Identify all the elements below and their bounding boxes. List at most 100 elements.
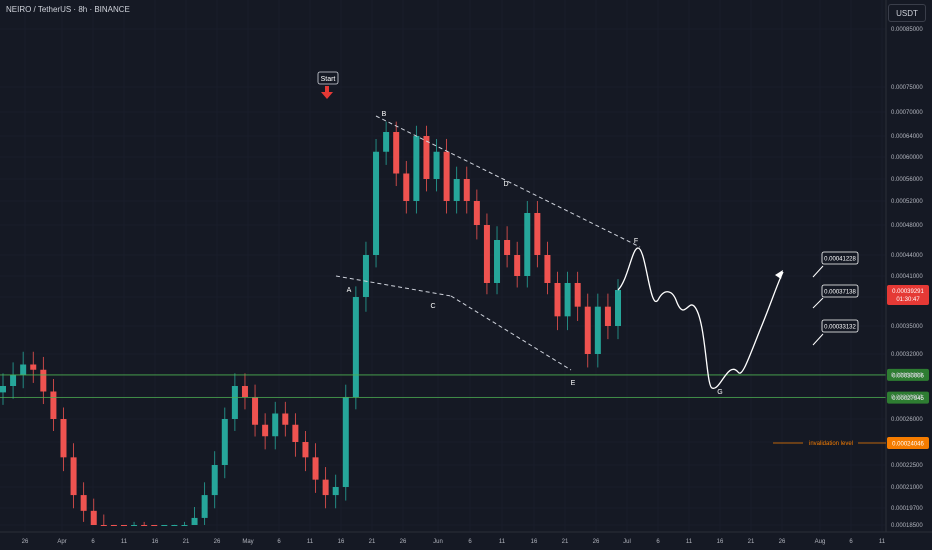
price-tick-label: 0.00070000 [891,110,923,116]
candle-body [594,306,601,354]
price-tick-label: 0.00035000 [891,324,923,330]
candle-body [171,525,178,526]
target-boxes: 0.00041228 0.00037138 0.00033132 [821,251,859,333]
invalidation-value: 0.00024046 [892,442,924,448]
wave-label-f: F [634,238,638,245]
chart-title: NEIRO / TetherUS · 8h · BINANCE [6,5,130,14]
candle-body [70,457,77,496]
candle-body [40,369,47,392]
current-price-value: 0.00039291 [892,289,924,295]
wave-label-c: C [430,303,435,310]
candle-body [524,213,531,276]
candle-body [453,179,460,201]
candlestick-series [0,121,621,526]
candle-body [504,240,511,255]
wave-label-e: E [571,380,576,387]
price-tick-label: 0.00021000 [891,485,923,491]
candle-body [272,413,279,437]
price-tick-label: 0.00064000 [891,134,923,140]
support-levels: 0.00030006 0.00027945 [0,368,929,404]
candle-body [332,487,339,496]
candle-body [584,306,591,354]
candle-body [151,525,158,526]
candle-body [403,173,410,201]
candle-body [393,132,400,174]
target-3: 0.00033132 [824,325,856,331]
price-tick-label: 0.00019700 [891,506,923,512]
candle-body [221,419,228,465]
candle-body [604,306,611,326]
time-tick-label: 6 [849,539,853,545]
candle-body [10,375,17,386]
time-tick-label: 11 [686,539,693,545]
candle-body [231,386,238,419]
candle-body [342,397,349,487]
time-tick-label: 26 [214,539,221,545]
currency-unit-button[interactable]: USDT [888,4,926,22]
candle-body [90,510,97,525]
target-1: 0.00041228 [824,257,856,263]
wave-label-a: A [347,287,352,294]
candle-body [30,364,37,370]
time-tick-label: May [242,539,253,545]
candle-body [20,364,27,375]
candle-body [120,525,127,526]
candle-body [433,151,440,179]
candle-body [383,132,390,152]
time-tick-label: 21 [748,539,755,545]
projection-arrowhead [775,270,783,279]
price-tick-label: 0.00032000 [891,352,923,358]
time-tick-label: Aug [815,539,826,545]
time-axis[interactable]: 26 Apr 6 11 16 21 26 May 6 11 16 21 26 Jun 6 11 16 21 26 Ju… [22,539,886,545]
time-tick-label: 6 [91,539,95,545]
price-tick-label: 0.00056000 [891,177,923,183]
price-tick-label: 0.00085000 [891,27,923,33]
lower-trendline-2 [450,295,572,371]
candle-body [80,495,87,511]
candle-body [413,136,420,201]
price-tick-label: 0.00026000 [891,417,923,423]
projection-path [617,247,784,389]
candle-body [373,151,380,255]
price-tick-label: 0.00041000 [891,274,923,280]
candle-body [534,213,541,255]
time-tick-label: 16 [531,539,538,545]
time-tick-label: 26 [593,539,600,545]
support-label-value: 0.00030006 [892,373,924,379]
time-tick-label: 6 [656,539,660,545]
candle-body [564,283,571,317]
candle-body [110,525,117,526]
time-tick-label: Apr [57,539,66,545]
invalidation-level: invalidation level 0.00024046 [773,437,929,449]
candle-body [494,240,501,283]
candle-body [191,517,198,525]
invalidation-label: invalidation level [809,441,853,447]
time-tick-label: 6 [277,539,281,545]
support-label-value: 0.00027945 [892,396,924,402]
candle-body [514,255,521,276]
price-tick-label: 0.00030000 [891,373,923,379]
candle-body [473,201,480,225]
price-tick-label: 0.00075000 [891,85,923,91]
time-tick-label: 21 [562,539,569,545]
time-tick-label: 16 [152,539,159,545]
upper-trendline [375,115,641,248]
candle-body [574,283,581,307]
candle-body [131,525,138,526]
wave-labels: A B C D E F G [347,111,723,396]
target-2: 0.00037138 [824,290,856,296]
chart-grid [0,0,886,532]
candle-body [362,255,369,297]
price-axis[interactable]: 0.00085000 0.00075000 0.00070000 0.00064000… [891,27,923,529]
lower-trendline-1 [335,275,452,297]
time-tick-label: 16 [717,539,724,545]
candle-body [241,386,248,397]
candle-body [60,419,67,458]
candle-body [0,386,6,393]
time-tick-label: 16 [338,539,345,545]
wave-label-b: B [382,111,387,118]
time-tick-label: Jun [433,539,443,545]
candle-body [161,525,168,526]
candle-body [312,457,319,480]
